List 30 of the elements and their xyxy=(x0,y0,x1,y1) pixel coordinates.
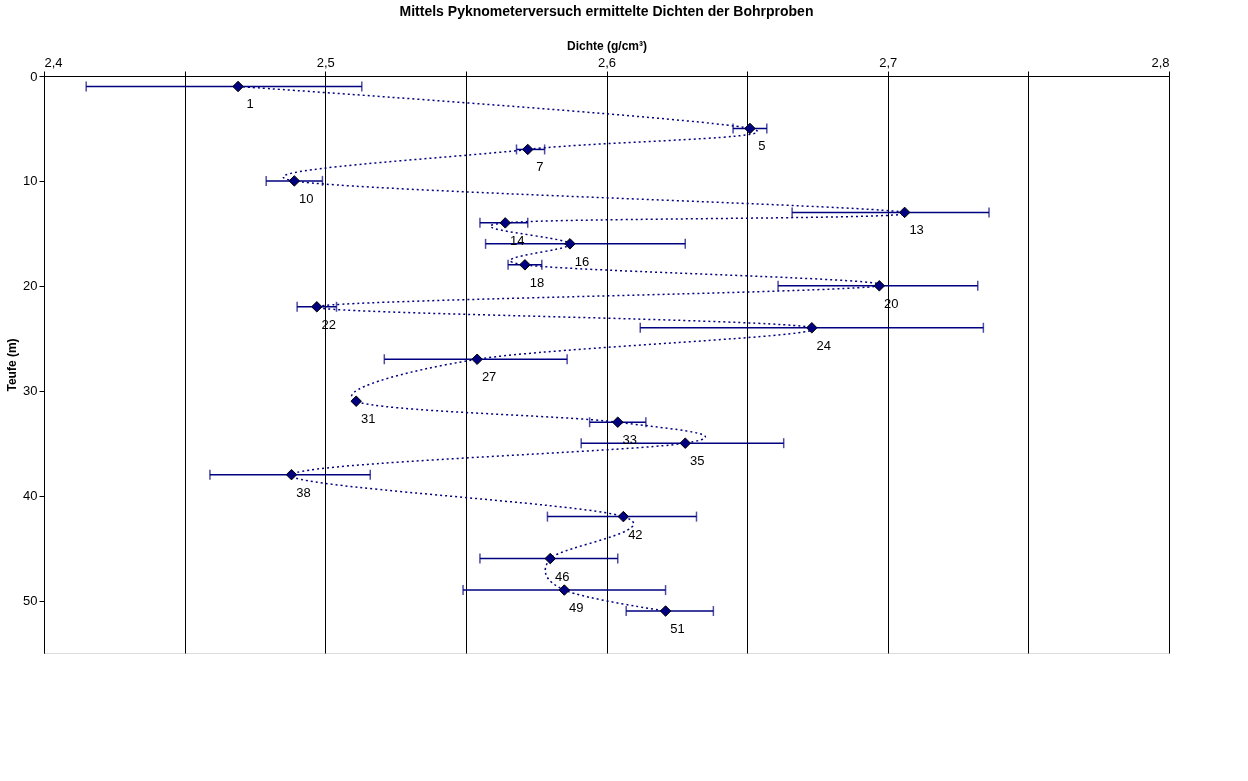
data-label: 49 xyxy=(569,600,584,616)
data-label: 27 xyxy=(481,369,497,385)
data-label: 24 xyxy=(816,337,832,353)
y-tick-label: 40 xyxy=(23,488,38,504)
data-label: 16 xyxy=(574,253,590,269)
data-label: 31 xyxy=(360,411,376,427)
data-label: 18 xyxy=(529,274,545,290)
x-tick-label: 2,5 xyxy=(316,54,335,70)
data-label: 7 xyxy=(536,159,544,175)
data-label: 38 xyxy=(296,484,311,500)
data-label: 51 xyxy=(670,621,685,637)
data-label: 10 xyxy=(299,190,314,206)
data-label: 5 xyxy=(758,138,766,154)
y-tick-label: 20 xyxy=(23,278,38,294)
y-axis-title: Teufe (m) xyxy=(5,338,20,392)
y-tick-label: 50 xyxy=(23,593,38,609)
chart-title: Mittels Pyknometerversuch ermittelte Dichten der Bohrproben xyxy=(399,3,814,19)
x-axis-title: Dichte (g/cm³) xyxy=(566,38,648,53)
x-tick-label: 2,7 xyxy=(879,54,898,70)
data-label: 35 xyxy=(690,453,705,469)
y-tick-label: 10 xyxy=(23,173,38,189)
data-label: 13 xyxy=(909,222,924,238)
x-tick-label: 2,4 xyxy=(44,54,63,70)
y-tick-label: 0 xyxy=(30,68,38,84)
data-label: 1 xyxy=(246,96,254,112)
data-label: 42 xyxy=(628,526,643,542)
x-tick-label: 2,6 xyxy=(597,54,617,70)
data-label: 46 xyxy=(555,568,570,584)
x-tick-label: 2,8 xyxy=(1151,54,1170,70)
y-tick-label: 30 xyxy=(23,383,38,399)
